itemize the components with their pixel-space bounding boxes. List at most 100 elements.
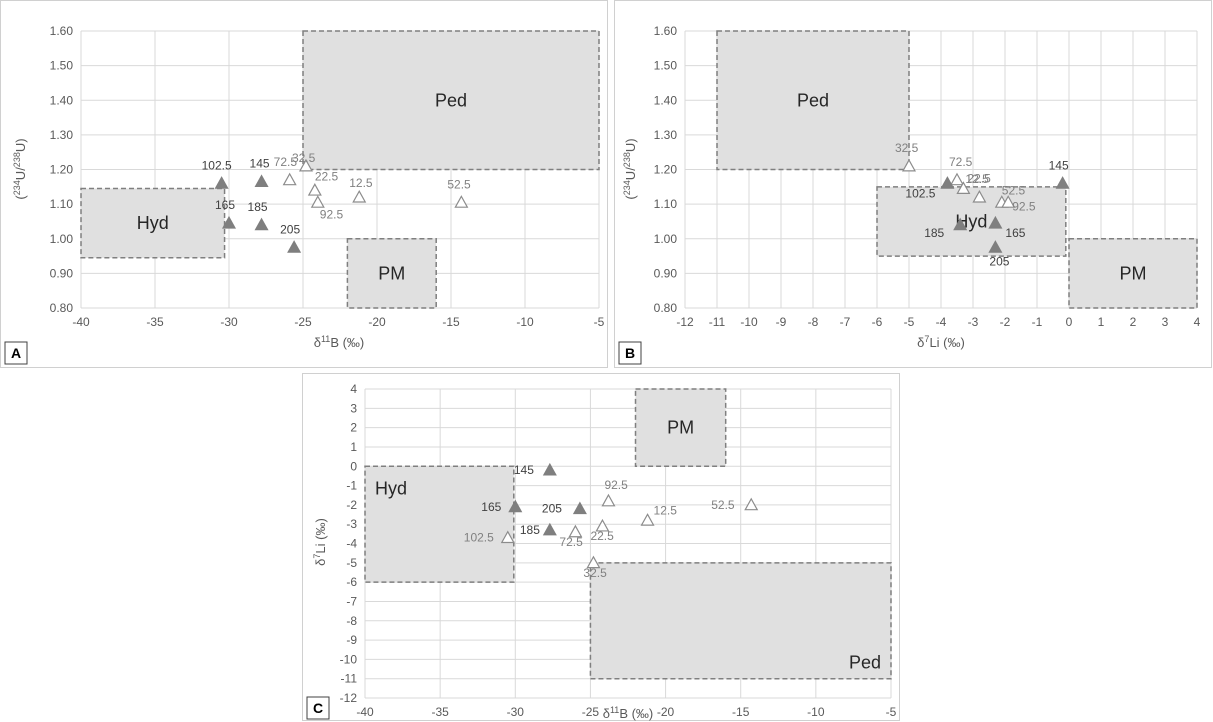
x-tick-label: -10 xyxy=(807,705,825,719)
point-label: 145 xyxy=(1049,158,1069,172)
point-label: 12.5 xyxy=(965,172,989,186)
region-pm xyxy=(634,388,727,467)
x-tick-label: 3 xyxy=(1162,315,1169,329)
open-triangle-marker xyxy=(595,518,610,532)
point-label: 145 xyxy=(514,463,534,477)
point-label: 102.5 xyxy=(905,186,935,200)
x-tick-label: -8 xyxy=(808,315,819,329)
region-label-pm: PM xyxy=(378,263,405,283)
y-tick-label: 1.00 xyxy=(50,232,74,246)
axis-label-part: U/ xyxy=(13,167,28,180)
axis-label-part: B (‰) xyxy=(619,706,653,721)
region-pm xyxy=(1068,238,1198,309)
region-label-ped: Ped xyxy=(435,90,467,110)
region-label-hyd: Hyd xyxy=(375,478,407,498)
y-tick-label: -12 xyxy=(340,691,358,705)
axis-label-superscript: 7 xyxy=(312,554,322,559)
x-tick-label: -4 xyxy=(936,315,947,329)
axis-label-part: B (‰) xyxy=(330,335,364,350)
filled-triangle-marker xyxy=(988,215,1003,229)
region-hyd xyxy=(364,465,515,583)
filled-triangle-marker xyxy=(988,240,1003,253)
axis-label-part: δ xyxy=(313,559,328,566)
x-tick-label: -15 xyxy=(732,705,750,719)
point-label: 205 xyxy=(989,254,1009,268)
axis-label-part: δ xyxy=(603,706,610,721)
y-tick-label: -6 xyxy=(346,575,357,589)
x-tick-label: 2 xyxy=(1130,315,1137,329)
x-tick-label: -25 xyxy=(294,315,312,329)
filled-triangle-marker xyxy=(572,501,587,515)
y-tick-label: 1.20 xyxy=(654,163,678,177)
open-triangle-marker xyxy=(352,189,367,203)
y-tick-label: 1.40 xyxy=(50,93,74,107)
y-tick-label: 1.30 xyxy=(654,128,678,142)
x-tick-label: -12 xyxy=(676,315,694,329)
y-tick-label: -2 xyxy=(346,498,357,512)
axis-label-superscript: 234 xyxy=(12,180,22,195)
y-tick-label: -4 xyxy=(346,537,357,551)
point-label: 72.5 xyxy=(274,155,298,169)
x-tick-label: 4 xyxy=(1194,315,1201,329)
x-tick-label: -3 xyxy=(968,315,979,329)
axis-label-part: ( xyxy=(623,195,638,200)
x-tick-label: -2 xyxy=(1000,315,1011,329)
panel-letter-frame xyxy=(306,696,330,720)
x-tick-label: -35 xyxy=(146,315,164,329)
open-triangle-marker xyxy=(307,183,322,196)
filled-triangle-marker xyxy=(508,499,523,513)
open-triangle-marker xyxy=(586,555,601,569)
y-tick-label: -8 xyxy=(346,614,357,628)
point-label: 72.5 xyxy=(559,535,583,549)
y-tick-label: 1 xyxy=(350,440,357,454)
filled-triangle-marker xyxy=(214,176,229,189)
open-triangle-marker xyxy=(640,513,655,526)
panel-letter-box: B xyxy=(618,341,642,365)
region-ped xyxy=(716,30,910,171)
axis-label-part: Li (‰) xyxy=(313,518,328,553)
open-triangle-marker xyxy=(454,195,469,208)
y-axis-label: δ7Li (‰) xyxy=(312,518,328,566)
x-tick-label: -30 xyxy=(507,705,525,719)
x-tick-label: -10 xyxy=(516,315,534,329)
x-tick-label: -40 xyxy=(72,315,90,329)
point-label: 22.5 xyxy=(967,172,991,186)
x-tick-label: -30 xyxy=(220,315,238,329)
y-tick-label: 4 xyxy=(350,382,357,396)
x-tick-label: 0 xyxy=(1066,315,1073,329)
filled-triangle-marker xyxy=(953,217,968,231)
y-tick-label: 0.90 xyxy=(50,266,74,280)
point-label: 22.5 xyxy=(590,529,614,543)
region-label-pm: PM xyxy=(667,418,694,438)
open-triangle-marker xyxy=(601,493,616,507)
axis-label-superscript: 7 xyxy=(924,334,929,344)
y-tick-label: 0.90 xyxy=(654,266,678,280)
open-triangle-marker xyxy=(956,181,971,194)
x-tick-label: -11 xyxy=(709,315,726,329)
filled-triangle-marker xyxy=(940,176,955,189)
point-label: 52.5 xyxy=(1002,183,1026,197)
y-tick-label: 3 xyxy=(350,401,357,415)
y-tick-label: -10 xyxy=(340,652,358,666)
filled-triangle-marker xyxy=(542,522,557,536)
open-triangle-marker xyxy=(282,172,297,186)
axis-label-superscript: 238 xyxy=(622,152,632,167)
y-tick-label: 1.00 xyxy=(654,232,678,246)
axis-label-superscript: 11 xyxy=(610,705,619,715)
x-axis-label: δ11B (‰) xyxy=(314,334,365,350)
open-triangle-marker xyxy=(744,497,759,511)
y-tick-label: -7 xyxy=(346,594,357,608)
axis-label-superscript: 234 xyxy=(622,180,632,195)
point-label: 52.5 xyxy=(447,177,471,191)
y-axis-label: (234U/238U) xyxy=(12,138,28,199)
point-label: 52.5 xyxy=(711,498,735,512)
filled-triangle-marker xyxy=(542,462,557,476)
x-tick-label: -25 xyxy=(582,705,600,719)
axis-label-part: ( xyxy=(13,195,28,200)
x-tick-label: -20 xyxy=(368,315,386,329)
region-hyd xyxy=(876,186,1067,257)
panel-letter-frame xyxy=(618,341,642,365)
filled-triangle-marker xyxy=(1055,176,1070,189)
axis-label-part: U) xyxy=(623,138,638,152)
